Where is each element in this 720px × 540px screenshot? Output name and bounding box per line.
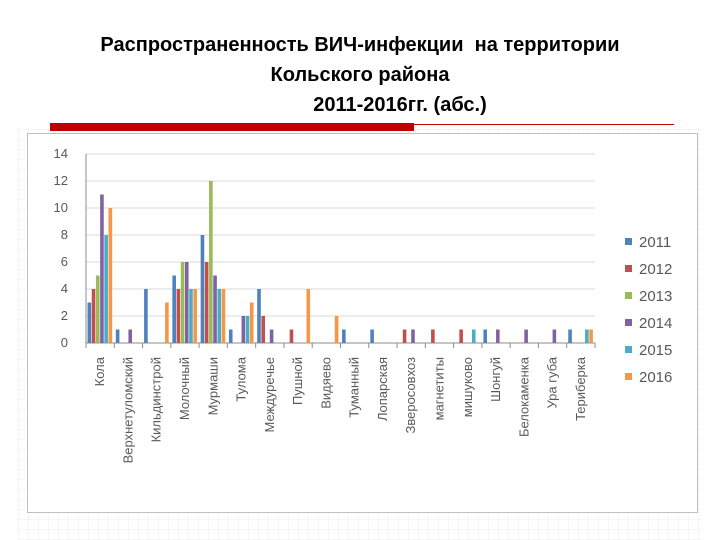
x-tick-label: магнетиты (431, 357, 446, 420)
x-tick-label: Тулома (234, 356, 249, 401)
bar (95, 275, 100, 343)
bar (289, 329, 294, 343)
bar (104, 235, 108, 343)
x-tick-label: Кильдинстрой (149, 357, 164, 442)
legend-label: 2014 (639, 315, 672, 332)
bar (269, 329, 274, 343)
bar (245, 316, 250, 343)
bar (342, 329, 346, 343)
bar (115, 329, 120, 343)
bar (108, 208, 113, 343)
bar (306, 289, 311, 343)
bar (184, 262, 189, 343)
chart-frame: 0 2 4 6 8 10 12 14 Кола Верхнетуломский Кильдинстр… (27, 133, 698, 513)
legend-swatch (625, 238, 632, 245)
x-tick-label: Шонгуй (488, 357, 503, 402)
bar (585, 329, 589, 343)
bar (459, 329, 463, 343)
bar (483, 329, 488, 343)
legend-label: 2013 (639, 288, 672, 305)
bar (180, 262, 185, 343)
x-tick-label: Пушной (290, 357, 305, 405)
legend-swatch (625, 373, 632, 380)
bar (213, 275, 217, 343)
y-tick-label: 4 (61, 281, 68, 296)
bar (257, 289, 261, 343)
bar (100, 194, 104, 343)
x-tick-label: Териберка (573, 356, 588, 421)
bar (370, 329, 374, 343)
x-tick-label: Верхнетуломский (120, 357, 135, 463)
x-tick-label: Зверосовхоз (403, 357, 418, 434)
bar (568, 329, 572, 343)
slide-title-line-1: Распространенность ВИЧ-инфекции на терри… (100, 34, 620, 56)
bar (200, 235, 205, 343)
x-tick-label: Кола (92, 356, 107, 386)
bar (87, 302, 92, 343)
legend-label: 2011 (639, 234, 671, 251)
slide-title: Распространенность ВИЧ-инфекции на терри… (0, 30, 720, 120)
legend-swatch (625, 346, 632, 353)
bar (209, 181, 213, 343)
bar (176, 289, 181, 343)
x-tick-label: Белокаменка (516, 356, 531, 437)
y-tick-label: 12 (54, 173, 68, 188)
y-tick-label: 10 (54, 200, 68, 215)
legend-swatch (625, 265, 632, 272)
bar (172, 275, 176, 343)
y-tick-label: 2 (61, 308, 68, 323)
x-tick-label: Видяево (318, 357, 333, 409)
bar (471, 329, 476, 343)
bar (217, 289, 222, 343)
bar (496, 329, 500, 343)
x-tick-label: Туманный (347, 357, 362, 418)
x-tick-label: Лопарская (375, 357, 390, 421)
bar (589, 329, 593, 343)
bar (221, 289, 226, 343)
legend-swatch (625, 292, 632, 299)
legend-label: 2015 (639, 342, 672, 359)
y-tick-label: 14 (54, 146, 68, 161)
x-tick-label: Мурмаши (205, 357, 220, 415)
y-tick-label: 6 (61, 254, 68, 269)
accent-line (414, 124, 674, 125)
bar (249, 302, 254, 343)
x-tick-label: Ура губа (545, 356, 560, 408)
bar (144, 289, 148, 343)
x-tick-label: мишуково (460, 357, 475, 417)
bar (402, 329, 407, 343)
bar (91, 289, 96, 343)
bar (334, 316, 339, 343)
accent-bar (50, 123, 414, 131)
bar (204, 262, 209, 343)
bar (189, 289, 193, 343)
x-tick-label: Междуречье (262, 357, 277, 433)
x-tick-label: Молочный (177, 357, 192, 420)
bar (193, 289, 197, 343)
y-tick-label: 8 (61, 227, 68, 242)
bar (524, 329, 528, 343)
legend-label: 2016 (639, 369, 672, 386)
chart-svg: 0 2 4 6 8 10 12 14 Кола Верхнетуломский Кильдинстр… (54, 146, 673, 463)
slide-title-line-2: Кольского района (270, 64, 450, 86)
legend-label: 2012 (639, 261, 672, 278)
bar (552, 329, 557, 343)
bar (165, 302, 169, 343)
y-tick-label: 0 (61, 335, 68, 350)
legend-swatch (625, 319, 632, 326)
bar (261, 316, 266, 343)
bar (431, 329, 435, 343)
slide-title-line-3: 2011-2016гг. (абс.) (313, 94, 487, 116)
bar (228, 329, 233, 343)
bar (411, 329, 415, 343)
bar (241, 316, 246, 343)
bar (128, 329, 133, 343)
